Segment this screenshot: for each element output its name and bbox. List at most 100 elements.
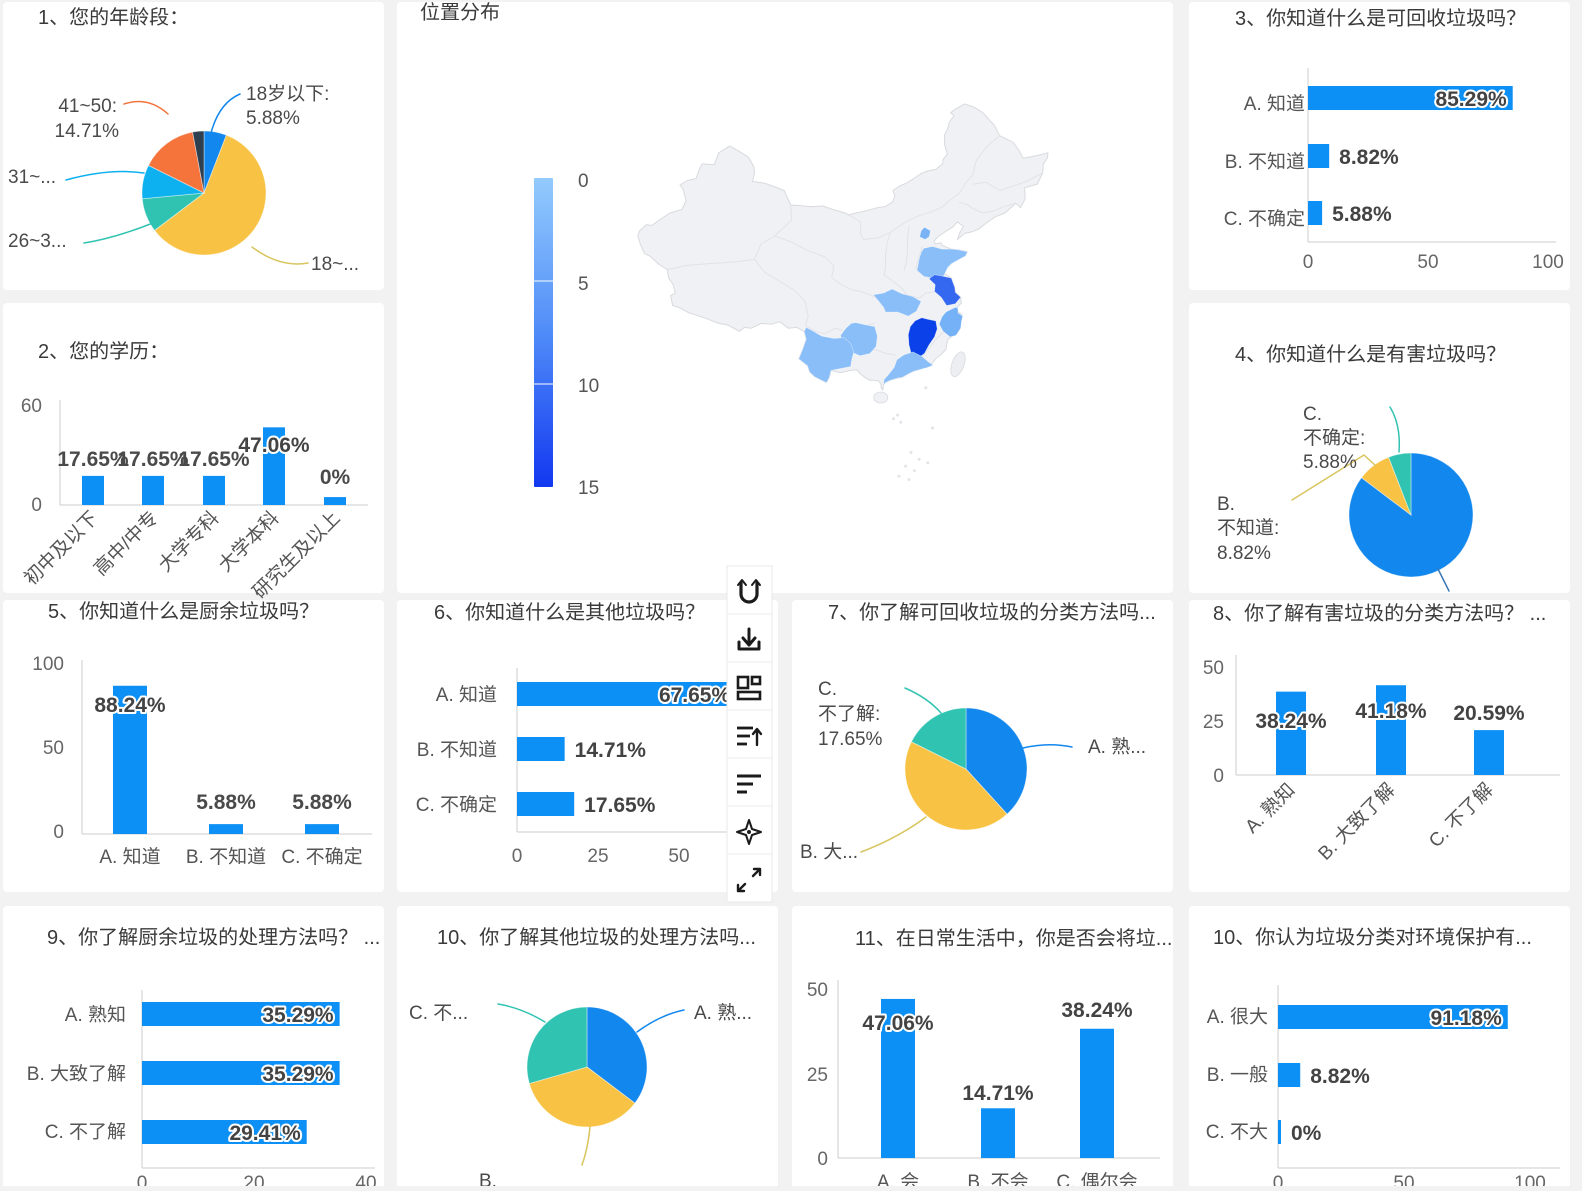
svg-text:5.88%: 5.88% xyxy=(196,786,256,816)
svg-text:A. 熟知: A. 熟知 xyxy=(65,1000,126,1027)
svg-text:10、你了解其他垃圾的处理方法吗...: 10、你了解其他垃圾的处理方法吗... xyxy=(437,921,756,950)
svg-text:14.71%: 14.71% xyxy=(962,1077,1034,1107)
svg-text:A. 知道: A. 知道 xyxy=(436,680,497,707)
svg-text:B. 不知道: B. 不知道 xyxy=(417,735,497,762)
svg-text:A. 很大: A. 很大 xyxy=(1207,1002,1268,1029)
svg-text:10: 10 xyxy=(578,371,599,398)
svg-text:60: 60 xyxy=(21,391,42,418)
svg-text:41.18%: 41.18% xyxy=(1355,695,1427,725)
svg-text:17.65%: 17.65% xyxy=(584,789,656,819)
svg-text:7、你了解可回收垃圾的分类方法吗...: 7、你了解可回收垃圾的分类方法吗... xyxy=(828,596,1156,625)
svg-text:0: 0 xyxy=(1303,247,1314,274)
svg-text:C. 不...: C. 不... xyxy=(409,998,468,1025)
svg-text:1、您的年龄段：: 1、您的年龄段： xyxy=(38,1,189,30)
svg-text:17.65%: 17.65% xyxy=(818,724,883,751)
svg-text:20: 20 xyxy=(243,1168,264,1186)
svg-text:B.: B. xyxy=(1217,489,1235,516)
svg-text:8.82%: 8.82% xyxy=(1339,141,1399,171)
svg-text:91.18%: 91.18% xyxy=(1431,1002,1503,1032)
svg-text:8、你了解有害垃圾的分类方法吗？ ...: 8、你了解有害垃圾的分类方法吗？ ... xyxy=(1213,597,1546,626)
svg-text:38.24%: 38.24% xyxy=(1255,705,1327,735)
svg-text:4、你知道什么是有害垃圾吗？: 4、你知道什么是有害垃圾吗？ xyxy=(1235,338,1506,367)
svg-text:不知道:: 不知道: xyxy=(1217,513,1279,540)
svg-text:38.24%: 38.24% xyxy=(1061,994,1133,1024)
svg-text:17.65%: 17.65% xyxy=(117,443,189,473)
svg-text:47.06%: 47.06% xyxy=(862,1007,934,1037)
svg-text:5.88%: 5.88% xyxy=(1303,447,1357,474)
svg-text:B. 不知道: B. 不知道 xyxy=(1225,147,1305,174)
svg-text:67.65%: 67.65% xyxy=(659,679,731,709)
svg-text:8.82%: 8.82% xyxy=(1310,1060,1370,1090)
svg-text:50: 50 xyxy=(1203,653,1224,680)
svg-text:0%: 0% xyxy=(1291,1117,1322,1147)
svg-text:6、你知道什么是其他垃圾吗？: 6、你知道什么是其他垃圾吗？ xyxy=(434,596,705,625)
svg-text:17.65%: 17.65% xyxy=(178,443,250,473)
svg-text:B.: B. xyxy=(479,1166,497,1186)
svg-text:不确定:: 不确定: xyxy=(1303,423,1365,450)
svg-text:50: 50 xyxy=(1417,247,1438,274)
svg-text:5.88%: 5.88% xyxy=(246,103,300,130)
svg-text:100: 100 xyxy=(32,649,64,676)
svg-text:47.06%: 47.06% xyxy=(238,429,310,459)
svg-text:C. 不确定: C. 不确定 xyxy=(281,842,362,869)
svg-text:C. 偶尔会: C. 偶尔会 xyxy=(1056,1167,1137,1186)
svg-text:100: 100 xyxy=(1514,1168,1546,1186)
svg-text:0: 0 xyxy=(137,1168,148,1186)
svg-text:50: 50 xyxy=(668,841,689,868)
svg-text:35.29%: 35.29% xyxy=(262,1058,334,1088)
svg-text:B. 大致了解: B. 大致了解 xyxy=(27,1059,126,1086)
svg-text:C. 不大: C. 不大 xyxy=(1206,1117,1268,1144)
svg-text:5.88%: 5.88% xyxy=(292,786,352,816)
svg-text:A. 熟...: A. 熟... xyxy=(1088,732,1146,759)
svg-text:14.71%: 14.71% xyxy=(55,116,120,143)
svg-text:20.59%: 20.59% xyxy=(1453,697,1525,727)
svg-text:C. 不了解: C. 不了解 xyxy=(45,1117,126,1144)
svg-text:35.29%: 35.29% xyxy=(262,999,334,1029)
svg-text:位置分布: 位置分布 xyxy=(420,0,500,25)
svg-text:A. 知道: A. 知道 xyxy=(99,842,160,869)
svg-text:5.88%: 5.88% xyxy=(1332,198,1392,228)
svg-text:25: 25 xyxy=(1203,707,1224,734)
svg-text:0: 0 xyxy=(512,841,523,868)
svg-text:0: 0 xyxy=(1213,761,1224,788)
svg-text:2、您的学历：: 2、您的学历： xyxy=(38,335,169,364)
svg-text:C.: C. xyxy=(1303,399,1322,426)
svg-text:29.41%: 29.41% xyxy=(229,1117,301,1147)
svg-text:5、你知道什么是厨余垃圾吗？: 5、你知道什么是厨余垃圾吗？ xyxy=(48,595,319,624)
svg-text:31~...: 31~... xyxy=(8,162,56,189)
svg-text:11、在日常生活中，你是否会将垃...: 11、在日常生活中，你是否会将垃... xyxy=(855,922,1172,951)
svg-text:C. 不确定: C. 不确定 xyxy=(416,790,497,817)
svg-text:26~3...: 26~3... xyxy=(8,226,67,253)
svg-text:41~50:: 41~50: xyxy=(58,91,117,118)
svg-text:25: 25 xyxy=(807,1060,828,1087)
svg-text:5: 5 xyxy=(578,269,589,296)
svg-text:18~...: 18~... xyxy=(311,249,359,276)
svg-text:0: 0 xyxy=(53,817,64,844)
svg-text:50: 50 xyxy=(1393,1168,1414,1186)
svg-text:0: 0 xyxy=(1273,1168,1284,1186)
svg-text:0: 0 xyxy=(817,1144,828,1171)
svg-text:25: 25 xyxy=(587,841,608,868)
svg-text:不了解:: 不了解: xyxy=(818,699,880,726)
svg-text:0: 0 xyxy=(31,490,42,517)
svg-text:B. 不知道: B. 不知道 xyxy=(186,842,266,869)
svg-text:15: 15 xyxy=(578,473,599,500)
svg-text:B. 大...: B. 大... xyxy=(800,837,858,864)
svg-text:8.82%: 8.82% xyxy=(1217,538,1271,565)
svg-text:50: 50 xyxy=(807,975,828,1002)
svg-text:A. 熟...: A. 熟... xyxy=(694,998,752,1025)
svg-text:100: 100 xyxy=(1532,247,1564,274)
svg-text:C.: C. xyxy=(818,674,837,701)
svg-text:0: 0 xyxy=(578,166,589,193)
svg-text:17.65%: 17.65% xyxy=(57,443,129,473)
svg-text:88.24%: 88.24% xyxy=(94,689,166,719)
svg-text:40: 40 xyxy=(355,1168,376,1186)
svg-text:B. 一般: B. 一般 xyxy=(1207,1060,1268,1087)
svg-text:50: 50 xyxy=(43,733,64,760)
svg-text:A. 知道: A. 知道 xyxy=(1244,89,1305,116)
svg-text:A. 会: A. 会 xyxy=(877,1167,919,1186)
svg-text:3、你知道什么是可回收垃圾吗？: 3、你知道什么是可回收垃圾吗？ xyxy=(1235,2,1526,31)
svg-text:85.29%: 85.29% xyxy=(1435,83,1507,113)
svg-text:0%: 0% xyxy=(320,461,351,491)
svg-text:B. 不会: B. 不会 xyxy=(967,1167,1028,1186)
